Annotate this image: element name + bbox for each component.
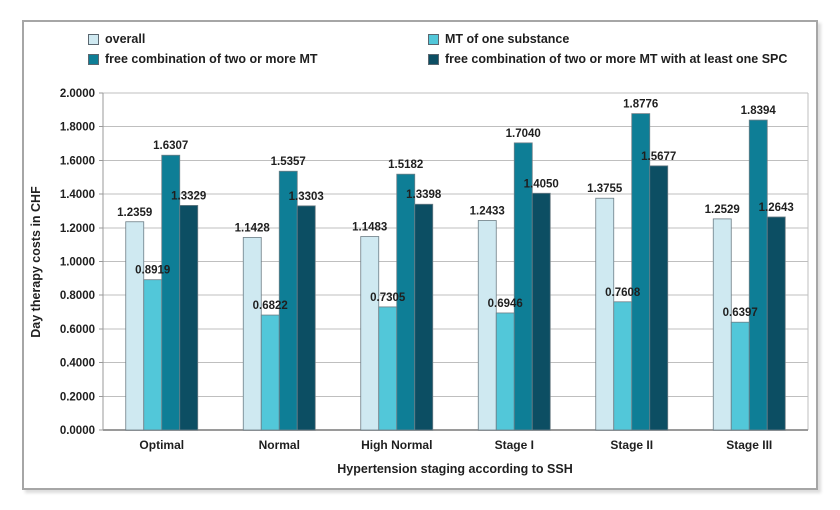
y-tick-label: 0.4000 [60, 358, 95, 370]
legend-label: MT of one substance [445, 32, 570, 46]
legend-swatch [428, 33, 439, 45]
y-tick-label: 1.6000 [60, 155, 95, 167]
bar-value-label: 1.5357 [271, 156, 306, 168]
bar-value-label: 1.3755 [587, 183, 623, 195]
bar [477, 220, 497, 431]
bar [730, 321, 750, 431]
bar-value-label: 1.3303 [289, 191, 324, 203]
axes [99, 92, 808, 431]
legend-swatch [88, 53, 99, 65]
y-axis-title: Day therapy costs in CHF [29, 186, 43, 338]
bar [242, 237, 262, 431]
bar [360, 236, 380, 431]
bar [378, 306, 398, 431]
bar [179, 205, 199, 431]
x-category-label: Optimal [139, 438, 184, 452]
legend-item: free combination of two or more MT [88, 52, 428, 66]
y-tick-label: 0.6000 [60, 324, 95, 336]
bar [414, 203, 434, 431]
bar [613, 301, 633, 431]
legend-item: free combination of two or more MT with … [428, 52, 816, 66]
legend-label: overall [105, 32, 146, 46]
bar [296, 205, 316, 431]
y-tick-label: 0.8000 [60, 290, 95, 302]
bar-value-label: 1.2529 [705, 204, 740, 216]
bar-value-label: 1.4050 [524, 178, 559, 190]
x-category-label: Normal [259, 438, 300, 452]
y-tick-label: 1.2000 [60, 223, 95, 235]
y-tick-label: 1.0000 [60, 257, 95, 269]
bar [125, 221, 145, 431]
bar [495, 312, 515, 431]
bar-value-label: 1.2643 [759, 202, 794, 214]
chart-legend: overall MT of one substance free combinati… [24, 32, 816, 66]
bar-value-label: 1.5677 [641, 151, 676, 163]
bar-value-label: 0.7608 [605, 287, 641, 299]
tick-labels: 0.0000 0.2000 0.4000 0.6000 0.8000 1.0000 1.20… [60, 88, 772, 452]
bar-value-label: 0.6397 [723, 307, 758, 319]
x-category-label: Stage I [495, 438, 534, 452]
bar-value-label: 1.3398 [406, 189, 442, 201]
bar [531, 192, 551, 431]
bar-value-label: 0.6822 [253, 300, 288, 312]
y-tick-label: 0.2000 [60, 391, 95, 403]
bars [125, 113, 786, 431]
bar-value-label: 1.8776 [623, 99, 658, 111]
bar-value-label: 0.7305 [370, 292, 406, 304]
legend-label: free combination of two or more MT [105, 52, 318, 66]
bar-value-label: 1.5182 [388, 159, 423, 171]
bar-value-label: 1.2433 [470, 206, 505, 218]
bar [649, 165, 669, 431]
bar-value-label: 1.6307 [153, 140, 188, 152]
bar-chart: 1.2359 1.1428 1.1483 1.2433 1.3755 1.2529 0.89… [29, 88, 809, 476]
bar [595, 197, 615, 431]
legend-swatch [428, 53, 439, 65]
bar-value-label: 1.3329 [171, 190, 206, 202]
bar-value-label: 0.8919 [135, 265, 170, 277]
bar-value-label: 0.6946 [488, 298, 523, 310]
legend-item: MT of one substance [428, 32, 816, 46]
bar [748, 119, 768, 431]
bar-value-label: 1.8394 [741, 105, 777, 117]
x-category-label: Stage III [726, 438, 772, 452]
chart-container: overall MT of one substance free combinati… [22, 20, 818, 490]
gridlines [103, 92, 809, 430]
y-tick-label: 0.0000 [60, 425, 95, 437]
bar-value-label: 1.2359 [117, 207, 152, 219]
legend-item: overall [88, 32, 428, 46]
bar-value-label: 1.1483 [352, 222, 387, 234]
x-category-label: High Normal [361, 438, 432, 452]
bar [766, 216, 786, 431]
legend-label: free combination of two or more MT with … [445, 52, 788, 66]
bar [143, 279, 163, 431]
bar-value-label: 1.1428 [235, 222, 271, 234]
bar-value-label: 1.7040 [506, 128, 541, 140]
y-tick-label: 2.0000 [60, 88, 95, 100]
bar [260, 314, 280, 431]
y-tick-label: 1.4000 [60, 189, 95, 201]
x-axis-title: Hypertension staging according to SSH [337, 462, 572, 476]
y-tick-label: 1.8000 [60, 122, 95, 134]
legend-swatch [88, 33, 99, 45]
value-labels: 1.2359 1.1428 1.1483 1.2433 1.3755 1.2529 0.89… [117, 99, 794, 320]
x-category-label: Stage II [610, 438, 653, 452]
bar [712, 218, 732, 431]
